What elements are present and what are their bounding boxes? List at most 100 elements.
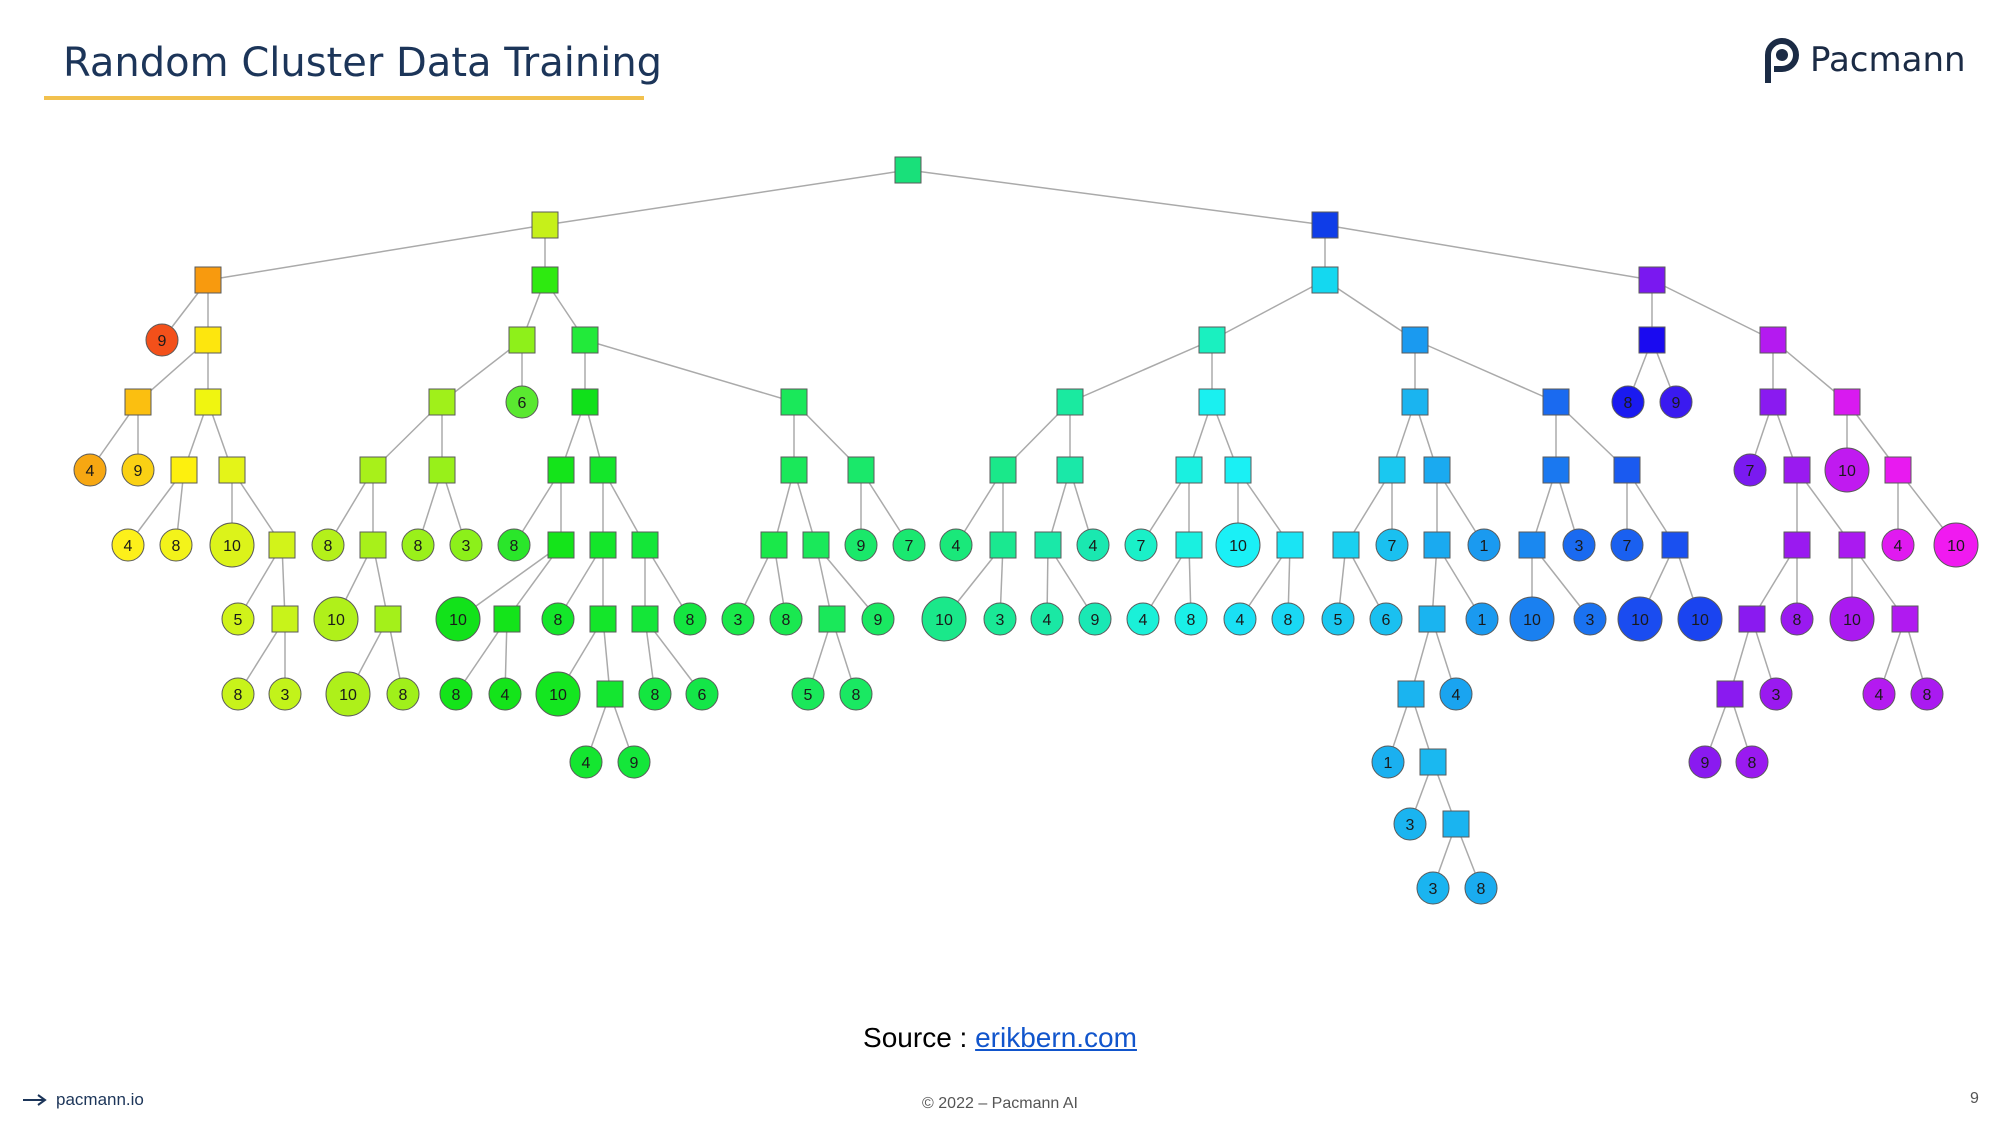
- tree-edge: [545, 170, 908, 225]
- tree-edge: [1415, 340, 1556, 402]
- cluster-node: [269, 532, 295, 558]
- leaf-node: 8: [222, 678, 254, 710]
- cluster-node: [848, 457, 874, 483]
- leaf-node: 4: [1224, 603, 1256, 635]
- leaf-node: 8: [1911, 678, 1943, 710]
- leaf-node: 8: [160, 529, 192, 561]
- cluster-node-square: [1760, 327, 1786, 353]
- tree-nodes: 94 94 8 1058 3681010 88 3 8108 48104 988 63 8 95 89 7 4…: [74, 157, 1978, 904]
- leaf-node-label: 10: [339, 687, 357, 704]
- leaf-node-label: 8: [324, 538, 333, 555]
- cluster-node-square: [1199, 389, 1225, 415]
- leaf-node: 3: [269, 678, 301, 710]
- cluster-node-square: [848, 457, 874, 483]
- cluster-node: [1199, 389, 1225, 415]
- leaf-node-label: 7: [1137, 538, 1146, 555]
- cluster-node-square: [572, 389, 598, 415]
- cluster-node: [1543, 389, 1569, 415]
- cluster-node: [781, 389, 807, 415]
- source-link[interactable]: erikbern.com: [975, 1022, 1137, 1053]
- leaf-node-label: 8: [852, 687, 861, 704]
- cluster-node: [1176, 532, 1202, 558]
- tree-edge: [1212, 280, 1325, 340]
- leaf-node-label: 6: [698, 687, 707, 704]
- leaf-node-label: 4: [1875, 687, 1884, 704]
- cluster-node: [195, 267, 221, 293]
- cluster-node: [1312, 267, 1338, 293]
- cluster-node-square: [195, 327, 221, 353]
- cluster-node-square: [269, 532, 295, 558]
- leaf-node-label: 10: [1838, 463, 1856, 480]
- cluster-node-square: [219, 457, 245, 483]
- cluster-node: [1277, 532, 1303, 558]
- cluster-node-square: [1176, 457, 1202, 483]
- leaf-node: 10: [1830, 597, 1874, 641]
- leaf-node-label: 7: [1746, 463, 1755, 480]
- leaf-node: 9: [862, 603, 894, 635]
- leaf-node: 10: [314, 597, 358, 641]
- cluster-node-square: [548, 457, 574, 483]
- cluster-node: [272, 606, 298, 632]
- cluster-node-square: [632, 532, 658, 558]
- leaf-node: 7: [1734, 454, 1766, 486]
- cluster-node: [1662, 532, 1688, 558]
- leaf-node: 4: [489, 678, 521, 710]
- cluster-node-square: [1035, 532, 1061, 558]
- leaf-node: 8: [770, 603, 802, 635]
- leaf-node-label: 8: [510, 538, 519, 555]
- cluster-node: [1402, 389, 1428, 415]
- leaf-node-label: 4: [1139, 612, 1148, 629]
- cluster-node-square: [1199, 327, 1225, 353]
- leaf-node: 4: [570, 746, 602, 778]
- cluster-node: [360, 532, 386, 558]
- leaf-node: 8: [387, 678, 419, 710]
- leaf-node-label: 9: [630, 755, 639, 772]
- tree-edge: [1070, 340, 1212, 402]
- leaf-node: 10: [436, 597, 480, 641]
- leaf-node: 5: [222, 603, 254, 635]
- leaf-node-label: 8: [1793, 612, 1802, 629]
- leaf-node: 1: [1468, 529, 1500, 561]
- leaf-node: 9: [618, 746, 650, 778]
- leaf-node: 6: [506, 386, 538, 418]
- leaf-node: 3: [722, 603, 754, 635]
- cluster-node-square: [1379, 457, 1405, 483]
- cluster-node-square: [1176, 532, 1202, 558]
- leaf-node: 4: [1882, 529, 1914, 561]
- cluster-node: [429, 389, 455, 415]
- leaf-node: 5: [792, 678, 824, 710]
- cluster-node-square: [990, 532, 1016, 558]
- cluster-node-square: [590, 457, 616, 483]
- cluster-node-square: [1424, 532, 1450, 558]
- cluster-node-square: [1784, 532, 1810, 558]
- cluster-node: [1760, 389, 1786, 415]
- leaf-node: 10: [1934, 523, 1978, 567]
- cluster-node: [509, 327, 535, 353]
- cluster-node: [1333, 532, 1359, 558]
- cluster-node-square: [125, 389, 151, 415]
- leaf-node-label: 3: [996, 612, 1005, 629]
- cluster-node-square: [590, 606, 616, 632]
- leaf-node: 10: [210, 523, 254, 567]
- leaf-node-label: 3: [281, 687, 290, 704]
- cluster-node-square: [1784, 457, 1810, 483]
- leaf-node-label: 10: [1691, 612, 1709, 629]
- leaf-node: 7: [1125, 529, 1157, 561]
- leaf-node: 9: [1660, 386, 1692, 418]
- leaf-node: 10: [1678, 597, 1722, 641]
- leaf-node: 4: [1127, 603, 1159, 635]
- leaf-node: 1: [1466, 603, 1498, 635]
- footer-copyright: © 2022 – Pacmann AI: [0, 1095, 2000, 1113]
- leaf-node: 6: [1370, 603, 1402, 635]
- leaf-node: 9: [1079, 603, 1111, 635]
- cluster-node-square: [781, 389, 807, 415]
- cluster-node-square: [1312, 267, 1338, 293]
- leaf-node: 3: [1394, 808, 1426, 840]
- cluster-node: [429, 457, 455, 483]
- leaf-node: 10: [1216, 523, 1260, 567]
- cluster-node: [548, 532, 574, 558]
- leaf-node: 3: [1563, 529, 1595, 561]
- leaf-node-label: 7: [905, 538, 914, 555]
- cluster-node-square: [171, 457, 197, 483]
- leaf-node-label: 9: [1701, 755, 1710, 772]
